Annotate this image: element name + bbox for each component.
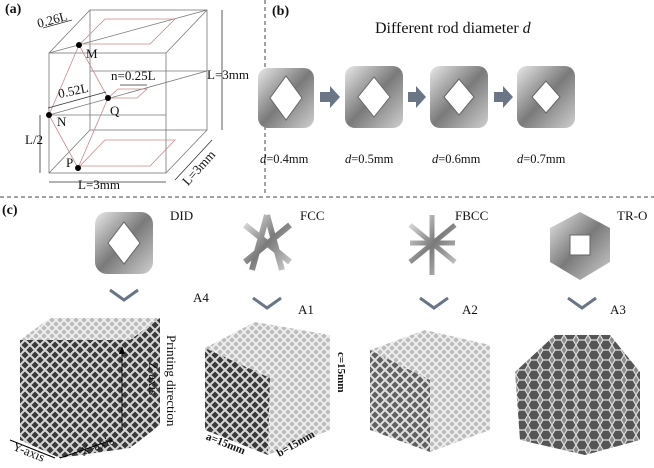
printing-direction-label: Printing direction: [164, 335, 179, 427]
sample-a2: A2: [462, 302, 478, 317]
title-text: Different rod diameter: [375, 20, 523, 37]
x-axis-arrow: [59, 439, 113, 459]
unit-cell-tro: [550, 212, 610, 280]
panel-b-label: (b): [272, 4, 290, 19]
cell-d-0.7: [517, 66, 575, 128]
unit-cell-fcc: [243, 214, 292, 271]
sample-a4: A4: [193, 290, 209, 305]
sample-a3: A3: [610, 302, 626, 317]
cell-label-1: d=0.4mm: [260, 152, 309, 166]
cell-d-0.4: [258, 68, 314, 128]
lattice-fbcc: [370, 330, 490, 452]
half-label: L/2: [25, 132, 44, 147]
cell-d-0.6: [430, 66, 488, 128]
sample-a1: A1: [298, 302, 314, 317]
structure-fcc: FCC: [300, 208, 325, 223]
lattice-tro: [515, 335, 640, 455]
width-label: L=3mm: [78, 177, 120, 192]
panel-c-label: (c): [2, 203, 18, 218]
unit-cell-did: [95, 212, 153, 274]
point-m: M: [86, 46, 98, 61]
point-q: Q: [110, 103, 120, 118]
cell-label-4: d=0.7mm: [517, 152, 566, 166]
arrow-icons: [320, 86, 513, 108]
chevron-down-icons: [109, 288, 597, 310]
unit-cell-wireframe: [48, 9, 208, 174]
height-label: L=3mm: [207, 67, 249, 82]
title-var: d: [522, 20, 531, 37]
structure-tro: TR-O: [617, 208, 648, 223]
cell-d-0.5: [345, 66, 403, 128]
structure-fbcc: FBCC: [455, 208, 489, 223]
structure-did: DID: [170, 208, 194, 223]
lattice-did: [20, 318, 160, 458]
z-axis-label: Z-axis: [146, 362, 161, 396]
cell-label-3: d=0.6mm: [432, 152, 481, 166]
panel-b-title: Different rod diameter d: [375, 20, 531, 38]
rod-diameter-cells: [258, 66, 575, 128]
lattice-fcc: [205, 322, 330, 455]
point-p: P: [66, 155, 74, 170]
unit-cell-fbcc: [408, 215, 457, 275]
dim-c: c=15mm: [335, 352, 347, 393]
dimension-lines: [39, 10, 223, 183]
panel-a-label: (a): [5, 2, 22, 17]
point-n: N: [57, 114, 67, 129]
y-axis-arrow: [9, 439, 56, 459]
cell-label-2: d=0.5mm: [345, 152, 394, 166]
points: [46, 42, 111, 171]
n-label: n=0.25L: [111, 68, 156, 83]
